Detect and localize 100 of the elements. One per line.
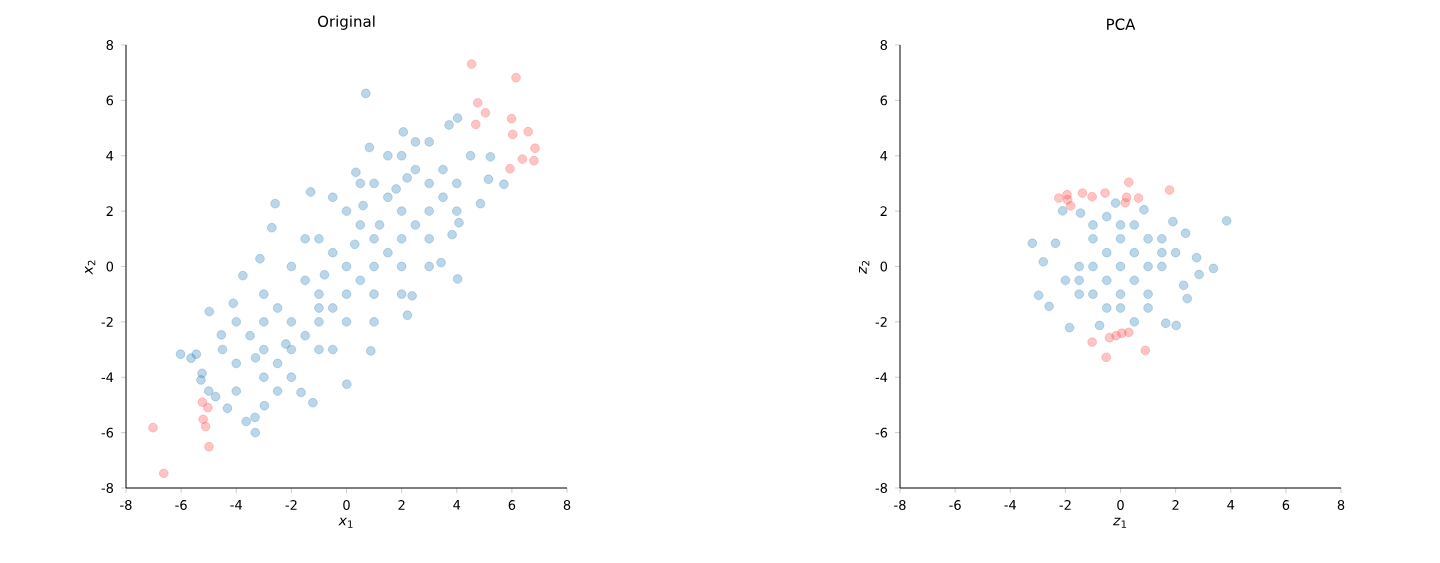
point: [1115, 234, 1126, 244]
point: [1178, 280, 1189, 291]
point: [505, 163, 515, 174]
y-tick-label: -8: [875, 483, 888, 493]
point: [1100, 188, 1110, 198]
x-tick-label: -2: [1059, 500, 1071, 510]
chart-title: PCA: [1107, 18, 1136, 30]
point: [1139, 204, 1149, 215]
point: [1157, 261, 1167, 272]
point: [198, 414, 208, 425]
point: [1101, 275, 1112, 286]
y-tick-label: 6: [880, 95, 888, 106]
x-tick-label: 0: [343, 500, 350, 510]
point: [1044, 301, 1054, 312]
x-tick-label: 4: [453, 500, 461, 510]
y-tick-label: 8: [106, 40, 114, 50]
point: [1074, 275, 1084, 286]
point: [1143, 289, 1153, 299]
point: [517, 154, 528, 164]
point: [1180, 228, 1191, 239]
y-tick-label: 0: [106, 261, 114, 272]
x-tick-label: 0: [1117, 500, 1124, 510]
point: [1123, 177, 1134, 188]
point: [1129, 275, 1140, 286]
y-axis-title: z$_{2}$: [859, 261, 870, 274]
point: [1065, 201, 1076, 211]
point: [1140, 345, 1151, 356]
point: [1143, 261, 1153, 272]
y-tick-label: -4: [875, 372, 888, 382]
point: [1088, 289, 1098, 299]
point: [1088, 234, 1098, 244]
point: [1101, 303, 1112, 313]
point: [1129, 247, 1140, 258]
point: [470, 119, 481, 130]
point: [1157, 234, 1167, 244]
point: [1143, 303, 1153, 313]
point: [1170, 247, 1181, 258]
point: [148, 422, 158, 433]
y-tick-label: -2: [875, 317, 887, 327]
point: [1075, 208, 1086, 218]
x-tick-label: -8: [120, 500, 132, 510]
point: [1143, 234, 1153, 244]
point: [1120, 198, 1131, 208]
point: [1101, 352, 1111, 363]
point: [1094, 320, 1105, 331]
point: [511, 72, 521, 83]
point: [472, 98, 483, 108]
point: [1038, 256, 1049, 267]
x-tick-label: 2: [1172, 500, 1179, 510]
point: [480, 108, 491, 118]
x-axis-title: x$_{1}$: [338, 517, 353, 528]
point: [1115, 303, 1126, 313]
point: [203, 402, 213, 413]
point: [466, 59, 477, 69]
point: [1088, 261, 1098, 272]
point: [1208, 263, 1219, 274]
y-tick-label: 6: [106, 95, 114, 106]
point: [1194, 269, 1204, 280]
point: [1087, 337, 1097, 347]
chart-title: Original: [318, 15, 375, 30]
point: [1117, 328, 1127, 339]
point: [523, 126, 533, 137]
x-tick-label: 4: [1227, 500, 1235, 510]
y-tick-label: 2: [880, 206, 887, 216]
point: [1157, 247, 1167, 258]
point: [1115, 261, 1126, 272]
x-tick-label: -4: [230, 500, 242, 510]
point: [530, 143, 540, 154]
point: [1074, 289, 1084, 299]
point: [1053, 193, 1064, 203]
point: [1133, 193, 1144, 203]
x-axis-title: z$_{1}$: [1113, 517, 1127, 528]
point: [158, 468, 169, 479]
x-tick-label: 8: [563, 500, 571, 510]
point: [1182, 293, 1193, 304]
y-tick-label: -6: [101, 427, 114, 438]
point: [1050, 238, 1061, 249]
point: [507, 129, 518, 140]
point: [1115, 289, 1126, 299]
point: [1168, 216, 1178, 227]
y-tick-label: 8: [880, 40, 888, 50]
y-tick-label: -2: [101, 317, 113, 327]
point: [1191, 252, 1202, 263]
y-tick-label: -8: [101, 483, 114, 493]
point: [1027, 238, 1038, 249]
y-tick-label: 0: [880, 261, 888, 272]
point: [1060, 275, 1071, 286]
point: [1087, 191, 1097, 202]
point: [1171, 320, 1181, 331]
x-tick-label: -6: [949, 500, 961, 510]
point: [1164, 185, 1175, 195]
x-tick-label: 8: [1337, 500, 1345, 510]
point: [1221, 216, 1232, 226]
y-tick-label: -4: [101, 372, 114, 382]
x-tick-label: 2: [398, 500, 405, 510]
y-axis-title: x$_{2}$: [84, 260, 96, 275]
x-tick-label: 6: [1282, 500, 1290, 510]
x-tick-label: -6: [175, 500, 187, 510]
point: [506, 113, 517, 124]
point: [1088, 220, 1098, 230]
